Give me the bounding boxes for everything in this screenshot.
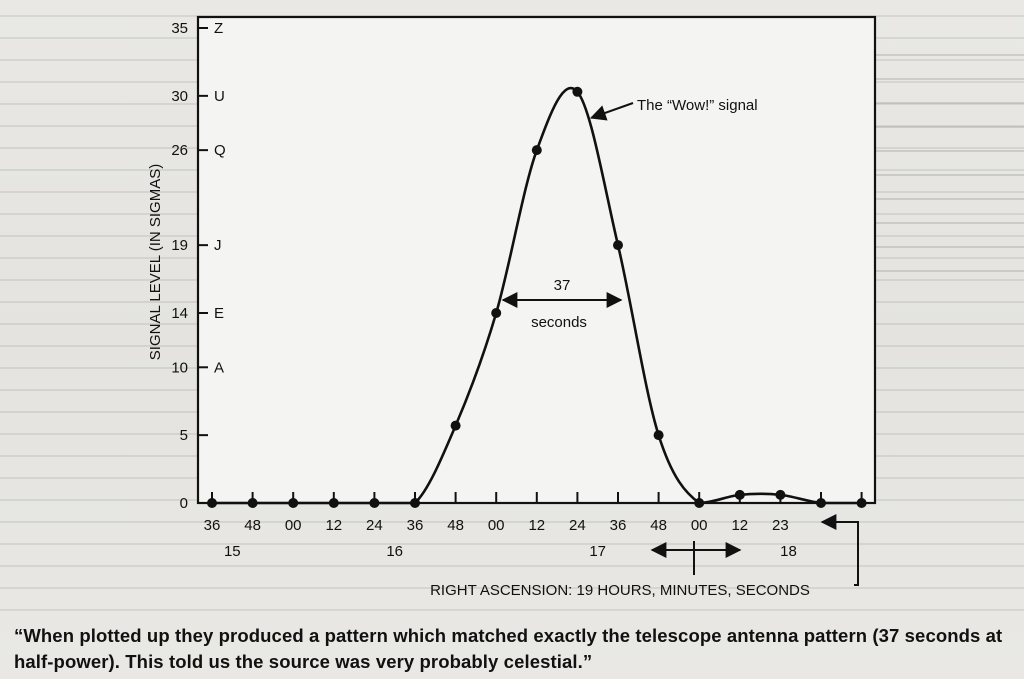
x-tick-label: 00	[285, 517, 302, 534]
data-point	[410, 498, 420, 508]
annotations: The “Wow!” signal 37 seconds	[501, 97, 859, 586]
x-tick-label: 12	[528, 517, 545, 534]
x-tick-label: 23	[772, 517, 789, 534]
x-tick-label: 36	[407, 517, 424, 534]
wow-signal-chart: 0 5 10 A 14 E 19 J 26 Q 30 U 35 Z 36 48 00 12 24 36 48 00 12 2…	[147, 15, 877, 599]
data-point	[653, 430, 664, 441]
y-tick-code: Z	[214, 20, 223, 37]
x-tick-label: 36	[204, 517, 221, 534]
data-point	[775, 489, 786, 500]
wow-pointer-arrow	[589, 102, 634, 121]
minute-label: 18	[780, 543, 797, 560]
x-tick-label: 24	[366, 517, 383, 534]
data-point	[328, 498, 339, 508]
x-tick-label: 00	[488, 517, 505, 534]
y-tick-code: J	[214, 237, 222, 254]
y-tick-code: Q	[214, 142, 226, 159]
data-point	[450, 420, 461, 431]
x-tick-label: 36	[610, 517, 627, 534]
minute-label: 17	[589, 543, 606, 560]
y-axis-title: SIGNAL LEVEL (IN SIGMAS)	[147, 164, 164, 360]
x-tick-label: 12	[325, 517, 342, 534]
data-point	[613, 240, 623, 251]
half-power-width-unit: seconds	[531, 314, 587, 331]
y-tick-label: 26	[171, 142, 188, 159]
half-power-width-value: 37	[554, 277, 571, 294]
y-tick-label: 5	[180, 427, 188, 444]
y-tick-code: A	[214, 359, 224, 376]
x-tick-label: 24	[569, 517, 586, 534]
y-tick-code: U	[214, 88, 225, 105]
x-axis-title: RIGHT ASCENSION: 19 HOURS, MINUTES, SECO…	[430, 582, 810, 599]
y-tick-label: 0	[180, 495, 188, 512]
data-point	[247, 498, 258, 508]
y-tick-label: 14	[171, 305, 188, 322]
y-tick-label: 35	[171, 20, 188, 37]
plot-frame	[196, 15, 877, 505]
axis-title-bracket-arrow	[820, 514, 859, 586]
figure-caption: “When plotted up they produced a pattern…	[14, 625, 1003, 672]
minute-label: 15	[224, 543, 241, 560]
wow-signal-label: The “Wow!” signal	[637, 97, 758, 114]
y-tick-label: 30	[171, 88, 188, 105]
data-point	[856, 498, 867, 508]
y-tick-label: 19	[171, 237, 188, 254]
data-point	[491, 308, 502, 318]
data-point	[288, 498, 299, 508]
y-axis: 0 5 10 A 14 E 19 J 26 Q 30 U 35 Z	[171, 20, 225, 512]
data-point	[369, 498, 380, 508]
data-point	[694, 498, 705, 508]
data-point	[816, 498, 826, 508]
x-tick-label: 48	[244, 517, 261, 534]
y-tick-code: E	[214, 305, 224, 322]
x-tick-label: 48	[650, 517, 667, 534]
x-axis: 36 48 00 12 24 36 48 00 12 24 36 48 00 12 23 15 16 17 18	[204, 492, 863, 560]
data-point	[734, 489, 745, 500]
data-points	[207, 86, 867, 508]
minute-label: 16	[386, 543, 403, 560]
x-tick-label: 48	[447, 517, 464, 534]
data-point	[207, 498, 217, 508]
data-point	[572, 86, 583, 97]
x-tick-label: 00	[691, 517, 708, 534]
y-tick-label: 10	[171, 359, 188, 376]
data-point	[531, 145, 542, 156]
x-tick-label: 12	[731, 517, 748, 534]
